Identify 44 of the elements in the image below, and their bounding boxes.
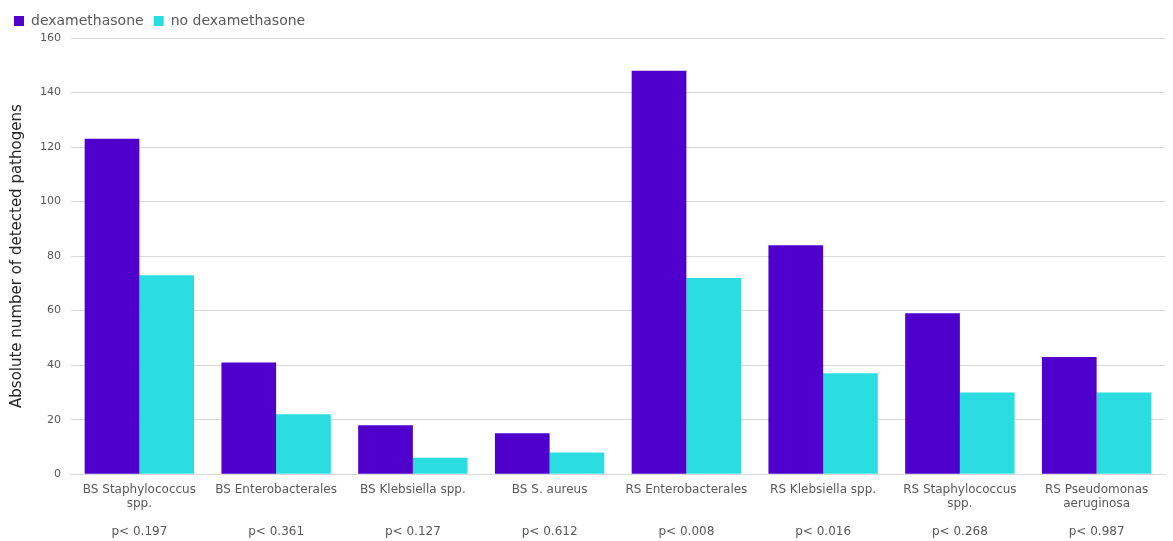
x-tick-label: BS Klebsiella spp. xyxy=(359,481,466,496)
x-tick-label: RS Pseudomonas aeruginosa xyxy=(1045,481,1149,510)
y-tick-label: 120 xyxy=(40,139,61,153)
text: p< 0.008 xyxy=(658,524,715,539)
x-tick-label: BS Staphylococcus spp. xyxy=(82,481,196,510)
bar xyxy=(686,277,742,474)
bar xyxy=(276,414,331,474)
bar xyxy=(905,313,960,474)
text: p< 0.197 xyxy=(111,524,168,539)
y-tick-label: 80 xyxy=(47,248,61,262)
text: p< 0.268 xyxy=(931,524,988,539)
x-tick-label: RS Klebsiella spp. xyxy=(770,481,877,496)
x-tick-label: RS Staphylococcus spp. xyxy=(903,481,1017,510)
bar xyxy=(768,245,824,474)
text: p< 0.361 xyxy=(248,524,305,539)
y-axis-title: Absolute number of detected pathogens xyxy=(6,104,25,408)
bar xyxy=(139,275,195,474)
y-tick-label: 60 xyxy=(47,303,61,317)
bar xyxy=(1041,356,1097,474)
text: p< 0.987 xyxy=(1068,524,1125,539)
bar xyxy=(959,392,1015,474)
text: p< 0.612 xyxy=(521,524,578,539)
legend-label: no dexamethasone xyxy=(170,11,306,28)
x-tick-label: RS Enterobacterales xyxy=(625,481,748,496)
bar xyxy=(631,70,687,474)
x-tick-label: BS Enterobacterales xyxy=(215,481,337,496)
bar xyxy=(494,433,550,474)
y-tick-label: 140 xyxy=(40,85,61,99)
text: p< 0.127 xyxy=(384,524,441,539)
y-tick-label: 20 xyxy=(47,412,61,426)
bar xyxy=(221,362,277,474)
y-tick-label: 40 xyxy=(47,358,61,372)
y-tick-label: 0 xyxy=(54,467,61,481)
bar xyxy=(84,138,140,474)
y-tick-label: 100 xyxy=(40,194,61,208)
bar xyxy=(1096,392,1152,474)
bar xyxy=(549,452,605,474)
bar xyxy=(412,457,468,474)
y-tick-label: 160 xyxy=(40,30,61,44)
text: p< 0.016 xyxy=(795,524,852,539)
x-tick-label: BS S. aureus xyxy=(511,481,588,496)
bar xyxy=(358,425,413,474)
legend-label: dexamethasone xyxy=(31,11,144,28)
bar xyxy=(823,373,878,474)
